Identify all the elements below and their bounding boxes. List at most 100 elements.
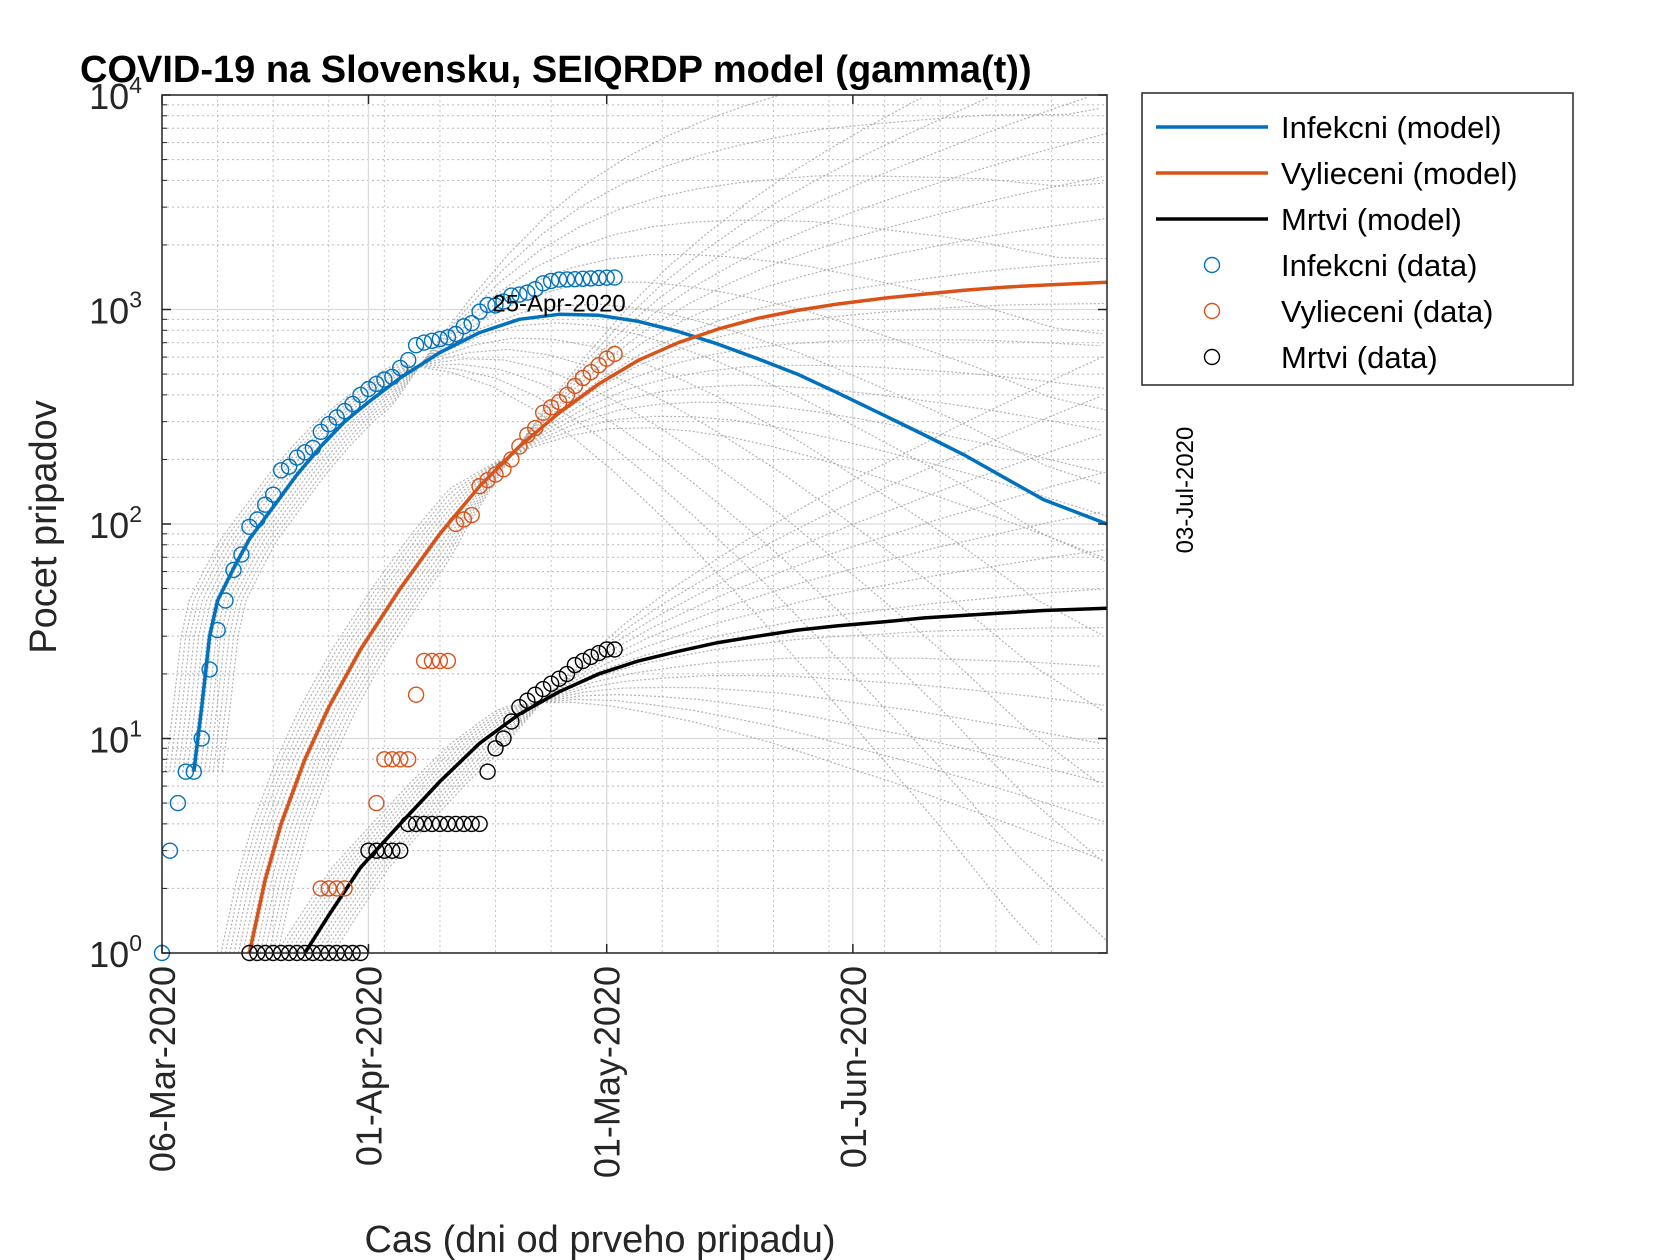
- data-point: [606, 269, 623, 286]
- data-point: [296, 444, 314, 461]
- data-point: [169, 794, 187, 812]
- ensemble-trajectory: [276, 701, 1103, 954]
- data-point: [392, 842, 409, 859]
- legend-item[interactable]: Vylieceni (data): [1203, 294, 1494, 329]
- legend-item[interactable]: Infekcni (data): [1203, 248, 1478, 283]
- ensemble-trajectory: [221, 95, 779, 772]
- data-point: [423, 815, 441, 833]
- y-tick-label: 103: [89, 287, 142, 332]
- legend-item[interactable]: Mrtvi (model): [1156, 202, 1462, 237]
- ensemble-trajectory: [229, 401, 1104, 954]
- data-point: [360, 842, 377, 859]
- ensemble-trajectory: [220, 427, 1103, 954]
- data-point: [447, 815, 464, 833]
- data-point: [566, 656, 584, 674]
- y-tick-label: 100: [89, 930, 142, 975]
- legend-item[interactable]: Mrtvi (data): [1203, 340, 1438, 375]
- data-point: [431, 815, 449, 833]
- data-point: [542, 272, 560, 290]
- data-point: [431, 652, 449, 670]
- data-point: [423, 332, 441, 349]
- data-point: [407, 337, 425, 354]
- data-point: [320, 880, 337, 897]
- data-point: [550, 670, 568, 687]
- data-point: [415, 652, 433, 670]
- data-point: [368, 375, 385, 393]
- ensemble-trajectory: [324, 433, 1103, 954]
- data-point: [503, 287, 520, 304]
- data-point: [376, 751, 393, 768]
- data-point: [415, 815, 433, 833]
- data-point: [201, 661, 218, 678]
- data-point: [312, 880, 329, 897]
- data-point: [400, 351, 417, 369]
- data-point: [566, 271, 584, 288]
- series-markers-vylieceni-data: [312, 345, 623, 897]
- data-point: [384, 842, 401, 859]
- data-point: [336, 880, 353, 897]
- data-point: [503, 713, 520, 730]
- data-point: [400, 815, 417, 833]
- data-point: [590, 644, 607, 662]
- ensemble-trajectory: [246, 302, 1105, 954]
- series-line-infekcni-model: [192, 312, 1108, 772]
- ensemble-trajectory: [297, 657, 1101, 954]
- ensemble-trajectory: [191, 322, 1106, 772]
- data-point: [550, 271, 568, 288]
- data-point: [193, 730, 210, 747]
- x-tick-label: 01-Jun-2020: [833, 966, 874, 1168]
- data-point: [225, 561, 242, 579]
- data-point: [511, 286, 528, 303]
- ensemble-trajectory: [259, 176, 1103, 954]
- ensemble-trajectory: [212, 175, 1103, 772]
- series-line-mrtvi-model: [303, 606, 1108, 954]
- data-point: [455, 511, 472, 528]
- ensemble-trajectory: [264, 132, 1107, 954]
- legend-label: Infekcni (model): [1281, 110, 1502, 145]
- data-point: [304, 439, 322, 457]
- data-point: [233, 546, 250, 563]
- x-tick-label: 01-May-2020: [587, 966, 628, 1178]
- ensemble-trajectory: [233, 384, 1100, 954]
- ensemble-trajectory: [284, 693, 1104, 954]
- ensemble-trajectory: [204, 253, 1103, 772]
- data-point: [368, 842, 385, 859]
- legend-label: Mrtvi (data): [1281, 340, 1438, 375]
- ensemble-trajectory: [289, 686, 1100, 954]
- y-axis-label: Pocet pripadov: [23, 400, 65, 654]
- data-point: [407, 686, 425, 703]
- chart-title: COVID-19 na Slovensku, SEIQRDP model (ga…: [80, 49, 1032, 91]
- ensemble-trajectory: [293, 674, 1105, 954]
- y-tick-label: 102: [89, 501, 142, 546]
- data-point: [598, 350, 615, 367]
- data-point: [527, 419, 544, 437]
- data-point: [527, 686, 544, 703]
- ensemble-trajectory: [250, 260, 1102, 954]
- legend-item[interactable]: Infekcni (model): [1156, 110, 1502, 145]
- ensemble-trajectory: [199, 281, 1106, 772]
- ensemble-trajectory: [242, 339, 1101, 954]
- ensemble-trajectory: [177, 358, 1101, 785]
- data-point: [328, 880, 345, 897]
- legend-item[interactable]: Vylieceni (model): [1156, 156, 1518, 191]
- data-point: [257, 496, 274, 513]
- legend-label: Vylieceni (data): [1281, 294, 1494, 329]
- data-point: [368, 794, 385, 812]
- data-point: [392, 751, 409, 768]
- data-point: [455, 815, 472, 833]
- data-point: [574, 270, 592, 287]
- data-point: [360, 380, 377, 398]
- ensemble-trajectory: [182, 348, 1105, 772]
- data-point: [407, 815, 425, 833]
- data-point: [177, 763, 195, 780]
- legend-label: Vylieceni (model): [1281, 156, 1518, 191]
- data-point: [376, 842, 393, 859]
- data-point: [209, 621, 226, 639]
- data-point: [463, 506, 480, 524]
- legend-box: [1141, 92, 1574, 386]
- data-point: [415, 334, 433, 351]
- plot-area: 25-Apr-2020 03-Jul-2020 100 101 102 103 104 06-…: [89, 72, 1199, 1178]
- y-tick-label: 104: [89, 72, 142, 117]
- data-point: [535, 275, 552, 292]
- data-point: [249, 511, 266, 528]
